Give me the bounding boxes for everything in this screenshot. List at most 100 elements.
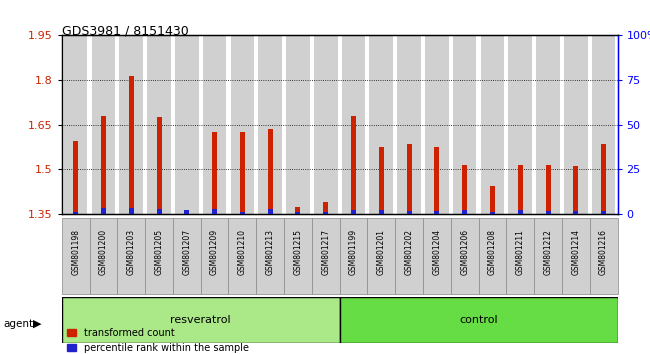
Bar xyxy=(564,35,588,214)
Text: GSM801215: GSM801215 xyxy=(293,229,302,275)
Bar xyxy=(490,212,495,214)
Bar xyxy=(369,35,393,214)
Bar xyxy=(157,209,161,214)
Bar xyxy=(342,35,365,214)
Bar xyxy=(256,218,284,294)
Bar xyxy=(117,218,145,294)
Bar xyxy=(351,116,356,214)
Text: GSM801208: GSM801208 xyxy=(488,229,497,275)
Text: ▶: ▶ xyxy=(32,319,41,329)
Text: GSM801207: GSM801207 xyxy=(182,229,191,275)
Bar xyxy=(185,210,189,214)
Bar xyxy=(101,208,106,214)
Bar xyxy=(462,210,467,214)
Text: agent: agent xyxy=(3,319,33,329)
Bar xyxy=(562,218,590,294)
Bar xyxy=(73,141,78,214)
Text: GSM801205: GSM801205 xyxy=(155,229,164,275)
Bar xyxy=(573,211,578,214)
Bar xyxy=(268,129,272,214)
Bar xyxy=(379,210,384,214)
Bar xyxy=(212,132,217,214)
Bar xyxy=(62,297,339,343)
Bar xyxy=(536,35,560,214)
Bar xyxy=(323,212,328,214)
Bar xyxy=(423,218,451,294)
Text: GSM801211: GSM801211 xyxy=(515,229,525,275)
Text: GSM801200: GSM801200 xyxy=(99,229,108,275)
Text: GSM801214: GSM801214 xyxy=(571,229,580,275)
Text: GSM801198: GSM801198 xyxy=(71,229,80,275)
Bar xyxy=(339,297,618,343)
Bar xyxy=(175,35,199,214)
Text: control: control xyxy=(460,315,498,325)
Bar xyxy=(129,208,134,214)
Bar xyxy=(518,165,523,214)
Bar xyxy=(480,35,504,214)
Text: GSM801206: GSM801206 xyxy=(460,229,469,275)
Bar xyxy=(120,35,143,214)
Text: GSM801202: GSM801202 xyxy=(404,229,413,275)
Bar xyxy=(601,211,606,214)
Bar xyxy=(545,211,551,214)
Bar xyxy=(240,132,245,214)
Bar xyxy=(296,212,300,214)
Bar xyxy=(490,186,495,214)
Bar xyxy=(286,35,310,214)
Text: GSM801217: GSM801217 xyxy=(321,229,330,275)
Bar xyxy=(212,209,217,214)
Bar xyxy=(314,35,337,214)
Bar xyxy=(145,218,173,294)
Bar xyxy=(395,218,423,294)
Bar xyxy=(425,35,448,214)
Text: GSM801212: GSM801212 xyxy=(543,229,552,275)
Bar xyxy=(367,218,395,294)
Bar xyxy=(92,35,115,214)
Bar xyxy=(229,218,256,294)
Bar xyxy=(312,218,340,294)
Bar xyxy=(284,218,312,294)
Text: GSM801201: GSM801201 xyxy=(377,229,386,275)
Legend: transformed count, percentile rank within the sample: transformed count, percentile rank withi… xyxy=(66,328,249,353)
Bar xyxy=(203,35,226,214)
Bar xyxy=(201,218,229,294)
Bar xyxy=(185,210,189,214)
Text: GSM801210: GSM801210 xyxy=(238,229,247,275)
Bar xyxy=(397,35,421,214)
Bar xyxy=(601,144,606,214)
Bar xyxy=(518,210,523,214)
Bar xyxy=(157,117,161,214)
Bar xyxy=(379,147,384,214)
Bar xyxy=(453,35,476,214)
Bar xyxy=(339,218,367,294)
Bar xyxy=(462,165,467,214)
Bar xyxy=(90,218,117,294)
Bar xyxy=(73,212,78,214)
Text: GSM801209: GSM801209 xyxy=(210,229,219,275)
Bar xyxy=(296,207,300,214)
Bar xyxy=(434,147,439,214)
Bar xyxy=(534,218,562,294)
Bar xyxy=(240,212,245,214)
Bar xyxy=(147,35,171,214)
Bar xyxy=(545,165,551,214)
Bar xyxy=(323,202,328,214)
Bar xyxy=(451,218,478,294)
Text: GSM801203: GSM801203 xyxy=(127,229,136,275)
Bar xyxy=(434,211,439,214)
Bar xyxy=(258,35,282,214)
Bar xyxy=(478,218,506,294)
Bar xyxy=(407,211,411,214)
Text: resveratrol: resveratrol xyxy=(170,315,231,325)
Bar xyxy=(506,218,534,294)
Text: GSM801213: GSM801213 xyxy=(266,229,275,275)
Text: GDS3981 / 8151430: GDS3981 / 8151430 xyxy=(62,25,188,38)
Bar xyxy=(590,218,618,294)
Bar xyxy=(62,218,90,294)
Text: GSM801216: GSM801216 xyxy=(599,229,608,275)
Bar xyxy=(592,35,616,214)
Bar xyxy=(231,35,254,214)
Bar xyxy=(268,209,272,214)
Bar xyxy=(64,35,88,214)
Bar xyxy=(129,76,134,214)
